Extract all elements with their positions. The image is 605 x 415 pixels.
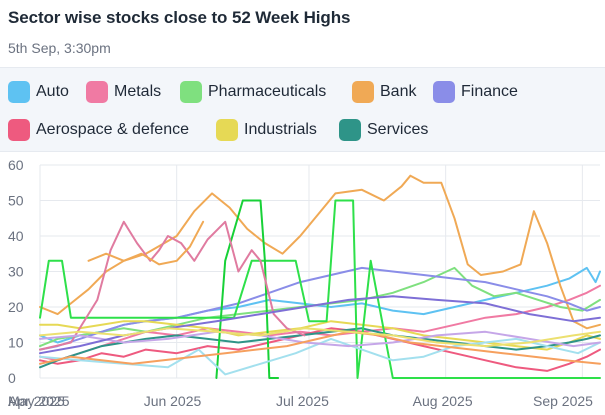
legend-swatch-auto (8, 81, 30, 103)
legend-label-industrials: Industrials (244, 121, 317, 138)
series-line-unlabelled-10[interactable] (39, 220, 306, 351)
x-tick-label: Apr 2025 (8, 393, 65, 409)
series-line-unlabelled-9[interactable] (215, 199, 280, 379)
legend-item-bank[interactable]: Bank (352, 80, 416, 104)
x-tick-label: Sep 2025 (533, 393, 593, 409)
legend-swatch-finance (433, 81, 455, 103)
x-tick-label: Jul 2025 (276, 393, 329, 409)
y-tick-label: 10 (8, 335, 24, 351)
series-line-finance[interactable] (39, 266, 601, 351)
series-line-unlabelled-16[interactable] (39, 327, 601, 348)
chart-subtitle: 5th Sep, 3:30pm (8, 40, 111, 56)
legend-item-auto[interactable]: Auto (8, 80, 69, 104)
legend-label-finance: Finance (461, 83, 518, 100)
legend-label-aerospace-defence: Aerospace & defence (36, 121, 189, 138)
series-line-unlabelled-11[interactable] (87, 220, 205, 266)
legend-swatch-industrials (216, 119, 238, 141)
series-line-unlabelled-14[interactable] (39, 330, 601, 365)
legend-label-services: Services (367, 121, 429, 138)
y-tick-label: 30 (8, 264, 24, 280)
y-tick-label: 0 (8, 370, 16, 386)
legend-item-metals[interactable]: Metals (86, 80, 161, 104)
x-tick-label: May 2025 (8, 393, 70, 409)
legend-label-bank: Bank (380, 83, 417, 100)
legend-label-metals: Metals (114, 83, 162, 100)
legend-item-industrials[interactable]: Industrials (216, 118, 317, 142)
y-tick-label: 40 (8, 228, 24, 244)
legend-swatch-services (339, 119, 361, 141)
legend-swatch-aerospace-defence (8, 119, 30, 141)
series-line-unlabelled-8[interactable] (39, 199, 601, 379)
legend-swatch-metals (86, 81, 108, 103)
y-tick-label: 20 (8, 299, 24, 315)
legend-swatch-bank (352, 81, 374, 103)
legend-label-auto: Auto (36, 83, 69, 100)
x-tick-label: Jun 2025 (144, 393, 202, 409)
legend-swatch-pharmaceuticals (180, 81, 202, 103)
chart-title: Sector wise stocks close to 52 Week High… (8, 8, 351, 27)
series-line-aerospace-defence[interactable] (39, 327, 601, 372)
chart-legend: Auto Metals Pharmaceuticals Bank Finance… (0, 67, 605, 152)
series-line-unlabelled-13[interactable] (39, 330, 601, 348)
y-tick-label: 60 (8, 157, 24, 173)
legend-item-pharmaceuticals[interactable]: Pharmaceuticals (180, 80, 326, 104)
legend-item-services[interactable]: Services (339, 118, 428, 142)
series-line-services[interactable] (39, 327, 601, 369)
series-line-unlabelled-12[interactable] (39, 337, 601, 376)
legend-item-finance[interactable]: Finance (433, 80, 518, 104)
y-tick-label: 50 (8, 193, 24, 209)
legend-label-pharmaceuticals: Pharmaceuticals (208, 83, 327, 100)
x-tick-label: Aug 2025 (413, 393, 473, 409)
legend-item-aerospace-defence[interactable]: Aerospace & defence (8, 118, 189, 142)
